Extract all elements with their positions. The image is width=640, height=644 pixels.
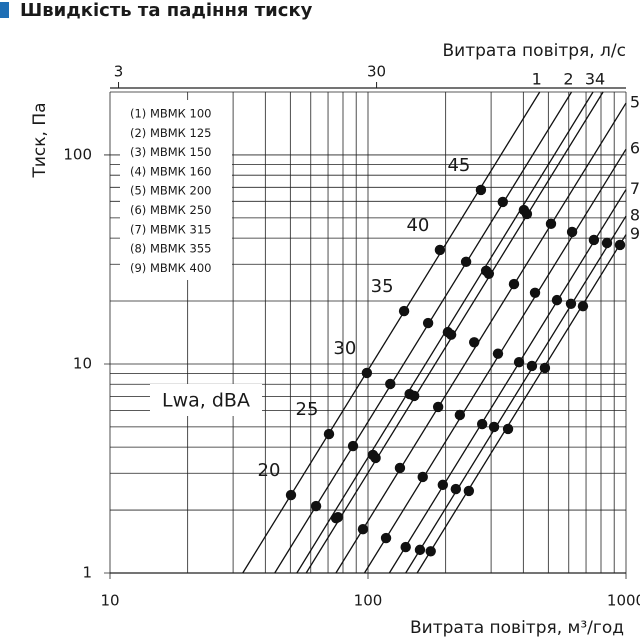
dba-label: 45 <box>447 155 470 176</box>
dot <box>483 268 495 279</box>
legend-label: (1) МВМК 100 <box>130 107 211 121</box>
legend-label: (8) МВМК 355 <box>130 242 211 256</box>
line-label: 9 <box>630 224 640 243</box>
dot <box>380 532 392 544</box>
dot <box>414 544 426 556</box>
dot <box>526 360 538 372</box>
y-tick-label: 10 <box>73 354 92 372</box>
dot <box>400 541 411 553</box>
dot <box>468 337 480 348</box>
dot <box>454 409 466 421</box>
dot <box>502 423 514 435</box>
x2-tick-label: 30 <box>367 63 386 81</box>
dot <box>323 428 335 440</box>
x-axis-label: Витрата повітря, м³/год <box>410 618 624 638</box>
y-tick-label: 100 <box>63 145 92 163</box>
dot <box>357 524 369 535</box>
x-tick-label: 100 <box>354 592 383 610</box>
dba-label: 20 <box>258 460 281 481</box>
line-label: 7 <box>630 179 640 198</box>
legend-box <box>120 100 232 280</box>
dot <box>577 300 589 312</box>
dot <box>588 234 600 246</box>
dot <box>361 367 373 379</box>
duct-line <box>363 148 627 574</box>
dot <box>476 418 488 430</box>
dot <box>475 184 487 196</box>
dot <box>539 362 551 374</box>
dot <box>445 329 457 340</box>
title-icon <box>0 2 9 18</box>
dot <box>614 239 626 251</box>
dba-label: 30 <box>333 338 356 359</box>
dot <box>385 378 396 390</box>
duct-line <box>335 102 627 574</box>
legend-label: (3) МВМК 150 <box>130 145 211 159</box>
dot <box>529 287 541 298</box>
dot <box>601 237 613 249</box>
dot <box>450 483 462 495</box>
dba-label: 35 <box>371 276 394 297</box>
dot <box>488 421 500 433</box>
line-label: 1 <box>532 70 542 89</box>
dot <box>332 511 344 523</box>
dba-label: 25 <box>296 399 319 420</box>
dot <box>310 500 322 512</box>
duct-line <box>416 234 627 574</box>
dot <box>463 485 475 497</box>
dot <box>347 440 359 452</box>
y-axis-label: Тиск, Па <box>30 102 50 178</box>
dot <box>370 452 381 464</box>
line-label: 4 <box>595 70 605 89</box>
dot <box>422 317 434 329</box>
x2-axis-label: Витрата повітря, л/с <box>443 41 626 61</box>
dot <box>285 489 297 501</box>
line-label: 3 <box>585 70 595 89</box>
dot <box>394 462 406 474</box>
line-label: 2 <box>563 70 573 89</box>
dot <box>513 356 525 368</box>
dot <box>566 226 578 238</box>
dot <box>492 348 504 359</box>
annotation: Lwa, dBA <box>162 390 250 412</box>
dba-label: 40 <box>406 215 429 236</box>
dot <box>417 471 428 483</box>
dot <box>508 278 520 290</box>
dot <box>460 256 472 268</box>
duct-line <box>405 215 627 574</box>
duct-line <box>274 91 573 574</box>
dot <box>408 390 420 402</box>
dot <box>425 546 436 557</box>
duct-line <box>388 189 627 574</box>
y-tick-label: 1 <box>82 564 92 582</box>
dot <box>434 244 446 256</box>
dot <box>551 294 563 306</box>
x-tick-label: 10 <box>100 592 119 610</box>
legend-label: (7) МВМК 315 <box>130 222 211 236</box>
dot <box>437 479 449 491</box>
line-label: 6 <box>630 139 640 158</box>
line-label: 5 <box>630 93 640 112</box>
line-label: 8 <box>630 206 640 225</box>
x2-tick-label: 3 <box>114 63 124 81</box>
legend-label: (6) МВМК 250 <box>130 203 211 217</box>
legend-label: (2) МВМК 125 <box>130 126 211 140</box>
annotation-box <box>150 384 262 416</box>
dot <box>565 298 577 310</box>
dot <box>545 218 557 230</box>
dot <box>521 208 533 220</box>
chart-title: Швидкість та падіння тиску <box>20 0 313 21</box>
x-tick-label: 1000 <box>607 592 640 610</box>
legend-label: (9) МВМК 400 <box>130 261 211 275</box>
legend-label: (4) МВМК 160 <box>130 164 211 178</box>
legend-label: (5) МВМК 200 <box>130 184 211 198</box>
dot <box>432 401 444 413</box>
dot <box>398 305 410 317</box>
dot <box>497 196 508 208</box>
